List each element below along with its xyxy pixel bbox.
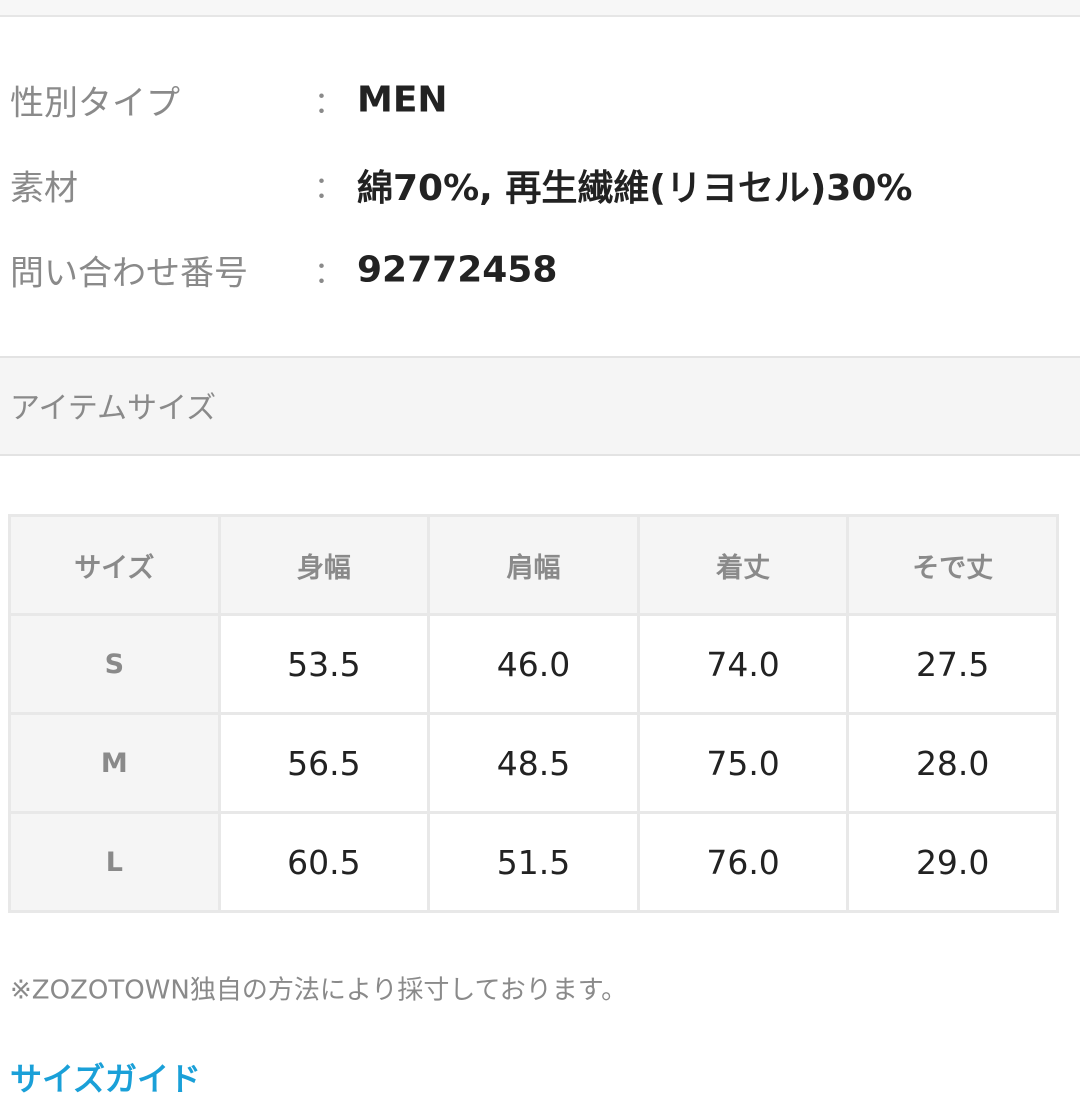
table-row: M 56.5 48.5 75.0 28.0 [8,712,1059,814]
value-cell: 56.5 [217,712,431,814]
spec-label: 問い合わせ番号 [10,253,248,294]
header-cell: そで丈 [846,514,1059,616]
size-cell: S [8,613,221,715]
header-cell: サイズ [8,514,221,616]
value-cell: 75.0 [636,712,850,814]
header-cell: 身幅 [217,514,431,616]
size-guide-link[interactable]: サイズガイド [10,1060,202,1098]
value-cell: 28.0 [846,712,1059,814]
header-row: サイズ 身幅 肩幅 着丈 そで丈 [8,514,1059,616]
value-cell: 27.5 [846,613,1059,715]
size-cell: L [8,811,221,913]
spec-sep: ： [314,86,344,121]
size-cell: M [8,712,221,814]
value-cell: 60.5 [217,811,431,913]
spec-sep: ： [314,256,344,291]
spec-value: MEN [357,79,448,121]
spec-label: 性別タイプ [10,83,180,124]
section-header [0,356,1080,456]
value-cell: 29.0 [846,811,1059,913]
spec-label: 素材 [10,168,78,209]
value-cell: 46.0 [427,613,640,715]
table-row: S 53.5 46.0 74.0 27.5 [8,613,1059,715]
spec-value: 92772458 [357,249,558,291]
size-table: サイズ 身幅 肩幅 着丈 そで丈 S 53.5 46.0 74.0 27.5 M 56.5 48.5 75… [8,514,1059,913]
spec-value: 綿70%, 再生繊維(リヨセル)30% [357,168,913,209]
top-band [0,0,1080,17]
value-cell: 76.0 [636,811,850,913]
header-cell: 肩幅 [427,514,640,616]
value-cell: 51.5 [427,811,640,913]
value-cell: 53.5 [217,613,431,715]
table-row: L 60.5 51.5 76.0 29.0 [8,811,1059,913]
spec-sep: ： [314,171,344,206]
value-cell: 48.5 [427,712,640,814]
section-title: アイテムサイズ [10,391,217,426]
header-cell: 着丈 [636,514,850,616]
note: ※ZOZOTOWN独自の方法により採寸しております。 [10,975,628,1006]
value-cell: 74.0 [636,613,850,715]
